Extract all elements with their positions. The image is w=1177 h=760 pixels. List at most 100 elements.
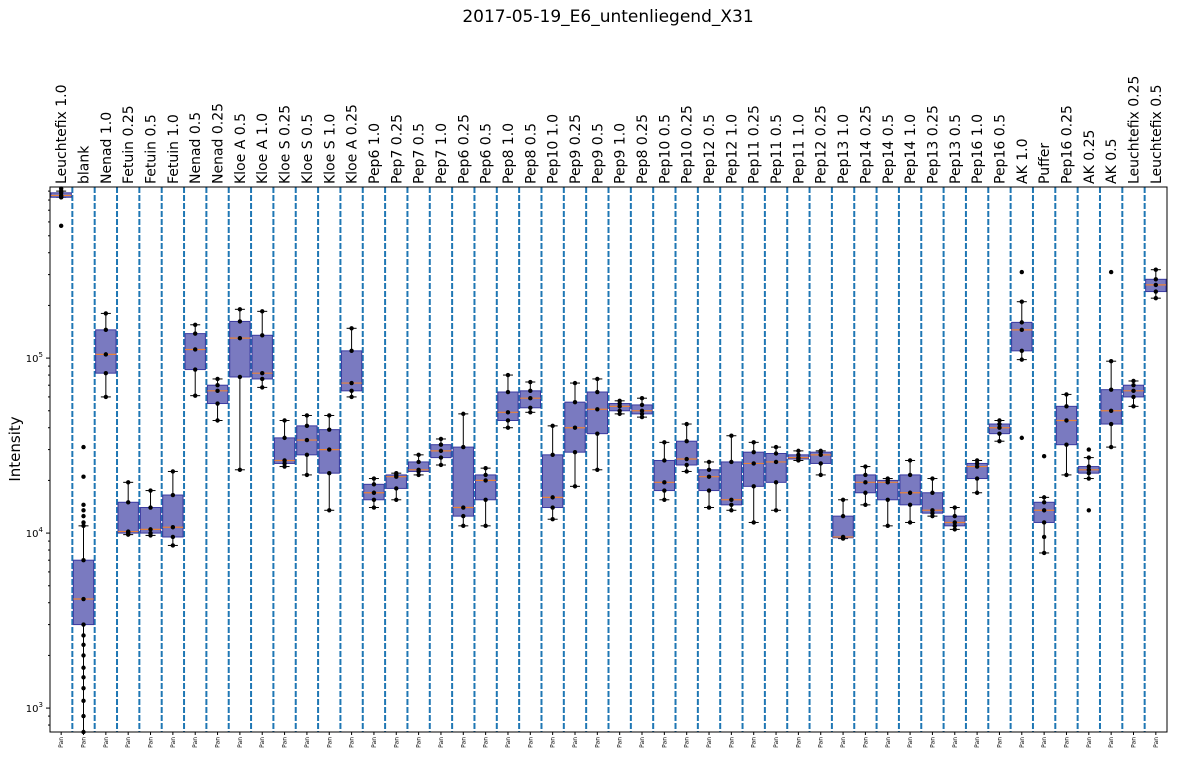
data-point [1019,327,1024,333]
box-41 [966,458,988,495]
x-tick-label-9: Pan [259,737,266,748]
category-label-45: Pep16 0.25 [1059,105,1075,184]
data-point [327,413,332,418]
data-point [796,452,801,458]
data-point [394,470,399,476]
data-point [237,374,243,380]
data-point [438,436,444,442]
box-48 [1122,378,1145,409]
box-rect [1100,389,1122,425]
data-point [1131,404,1136,409]
data-point [1153,289,1159,294]
chart-title: 2017-05-19_E6_untenliegend_X31 [462,7,753,27]
data-point [282,464,287,469]
data-point [438,448,444,454]
data-point [550,517,555,522]
x-tick-label-37: Pan [885,737,892,748]
data-point [103,394,109,400]
data-point [863,490,868,495]
data-point [729,433,734,438]
x-tick-label-31: Pan [751,737,758,748]
data-point [751,484,756,489]
box-42 [988,418,1011,444]
box-8 [229,307,251,472]
outlier-point [81,474,86,479]
category-label-19: Pep6 0.5 [479,123,495,184]
data-point [461,444,466,450]
data-point [1153,277,1159,282]
x-tick-label-27: Pan [661,737,668,748]
x-tick-label-47: Pan [1108,737,1115,748]
category-label-14: Pep6 1.0 [367,123,383,184]
data-point [706,488,712,493]
data-point [528,395,533,401]
data-point [215,383,220,388]
data-point [505,418,511,423]
data-point [304,472,310,478]
data-point [662,497,667,502]
category-label-36: Pep14 0.25 [858,105,874,184]
data-point [729,508,734,513]
data-point [461,523,466,529]
category-label-17: Pep7 1.0 [434,123,450,184]
x-tick-label-44: Pan [1041,737,1048,748]
category-label-18: Pep6 0.25 [456,114,472,184]
category-label-2: Nenad 1.0 [99,112,115,184]
data-point [1108,408,1114,413]
data-point [505,410,511,415]
data-point [639,395,645,401]
x-tick-label-24: Pan [594,737,601,748]
box-2 [95,311,117,400]
category-label-12: Kloe S 1.0 [322,114,338,184]
category-label-27: Pep10 0.5 [657,114,673,184]
data-point [483,478,488,483]
data-point [729,497,734,502]
outlier-point [1086,508,1092,513]
outlier-point [81,685,86,691]
data-point [125,500,131,505]
data-point [528,388,533,394]
data-point [952,505,957,510]
data-point [1041,508,1047,513]
box-22 [541,423,564,522]
data-point [260,385,265,390]
data-point [371,482,377,487]
boxes-layer [50,186,1167,735]
category-label-46: AK 0.25 [1082,130,1098,184]
data-point [237,467,243,472]
data-point [751,520,756,525]
outlier-point [81,520,86,525]
category-label-37: Pep14 0.5 [881,114,897,184]
box-3 [117,480,139,537]
x-tick-label-43: Pan [1019,737,1026,748]
data-point [483,472,488,478]
data-point [528,410,533,415]
data-point [1019,357,1024,362]
x-tick-label-38: Pan [907,737,914,748]
x-tick-label-48: Pan [1130,737,1137,748]
data-point [125,529,131,534]
category-label-11: Kloe S 0.5 [300,114,316,184]
data-point [103,370,109,376]
x-tick-label-17: Pan [438,737,445,748]
category-label-6: Nenad 0.5 [188,112,204,184]
box-rect [832,515,854,539]
box-25 [609,398,631,417]
data-point [193,322,198,327]
data-point [595,431,600,436]
category-label-40: Pep13 0.5 [948,114,964,184]
x-tick-label-46: Pan [1086,737,1093,748]
x-tick-label-0: Pan [58,737,65,748]
x-tick-label-3: Pan [125,737,132,748]
data-point [461,411,466,417]
data-point [773,508,779,513]
data-point [617,411,622,417]
box-13 [340,326,363,400]
outlier-point [1086,447,1092,452]
box-37 [877,476,899,529]
box-34 [810,448,832,478]
outlier-point [81,653,86,658]
data-point [572,425,578,430]
data-point [706,474,712,479]
